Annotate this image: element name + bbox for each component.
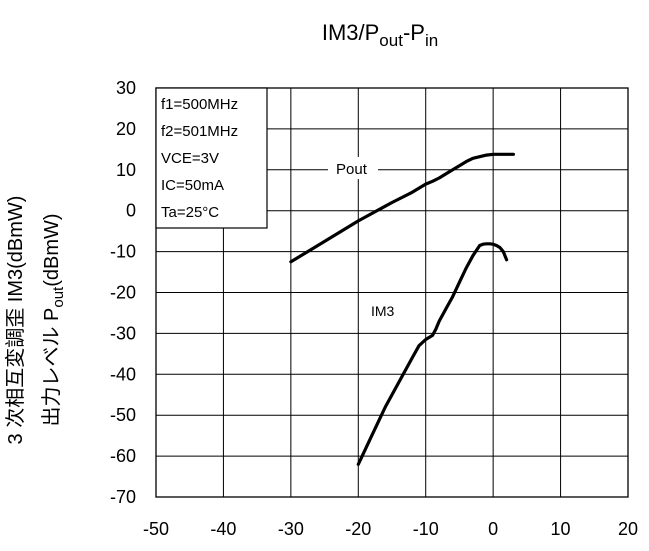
chart-title: IM3/Pout-Pin bbox=[322, 20, 438, 50]
series-layer bbox=[289, 152, 516, 466]
x-tick-label: 0 bbox=[488, 519, 498, 539]
x-tick-label: 10 bbox=[551, 519, 571, 539]
y-tick-label: 0 bbox=[126, 201, 136, 221]
y-tick-label: -30 bbox=[110, 323, 136, 343]
condition-f1: f1=500MHz bbox=[161, 96, 238, 113]
series-line-pout bbox=[289, 152, 516, 264]
y-tick-label: -60 bbox=[110, 446, 136, 466]
x-tick-label: -30 bbox=[278, 519, 304, 539]
im3-series-label: IM3 bbox=[371, 303, 395, 319]
y-tick-label: 20 bbox=[116, 119, 136, 139]
y-tick-label: 10 bbox=[116, 160, 136, 180]
pout-series-label: Pout bbox=[336, 161, 368, 178]
y-tick-label: -40 bbox=[110, 364, 136, 384]
condition-ta: Ta=25°C bbox=[161, 204, 219, 221]
y-axis-label-line1: 3 次相互変調歪 IM3(dBmW) bbox=[4, 196, 27, 445]
condition-vce: VCE=3V bbox=[161, 150, 219, 167]
series-line-im3 bbox=[356, 242, 509, 466]
pout-series-label-group: Pout bbox=[328, 157, 378, 179]
y-tick-label: -20 bbox=[110, 283, 136, 303]
y-tick-label: -50 bbox=[110, 405, 136, 425]
y-tick-label: -70 bbox=[110, 487, 136, 507]
x-tick-label: -20 bbox=[345, 519, 371, 539]
x-tick-label: -50 bbox=[143, 519, 169, 539]
y-axis-label-line2: 出力レベル Pout(dBmW) bbox=[40, 213, 67, 426]
plot-frame bbox=[155, 87, 629, 498]
x-tick-label: 20 bbox=[618, 519, 638, 539]
condition-ic: IC=50mA bbox=[161, 177, 224, 194]
conditions-legend-frame bbox=[155, 87, 268, 229]
condition-f2: f2=501MHz bbox=[161, 123, 238, 140]
x-tick-label: -40 bbox=[210, 519, 236, 539]
tick-labels: -50 -40 -30 -20 -10 0 10 20 30 20 10 0 -10 -20 -30 -40 -… bbox=[110, 78, 638, 539]
y-tick-label: 30 bbox=[116, 78, 136, 98]
pout-label-bg bbox=[328, 157, 378, 179]
y-tick-label: -10 bbox=[110, 242, 136, 262]
x-tick-label: -10 bbox=[413, 519, 439, 539]
conditions-legend: f1=500MHz f2=501MHz VCE=3V IC=50mA Ta=25… bbox=[155, 87, 268, 229]
